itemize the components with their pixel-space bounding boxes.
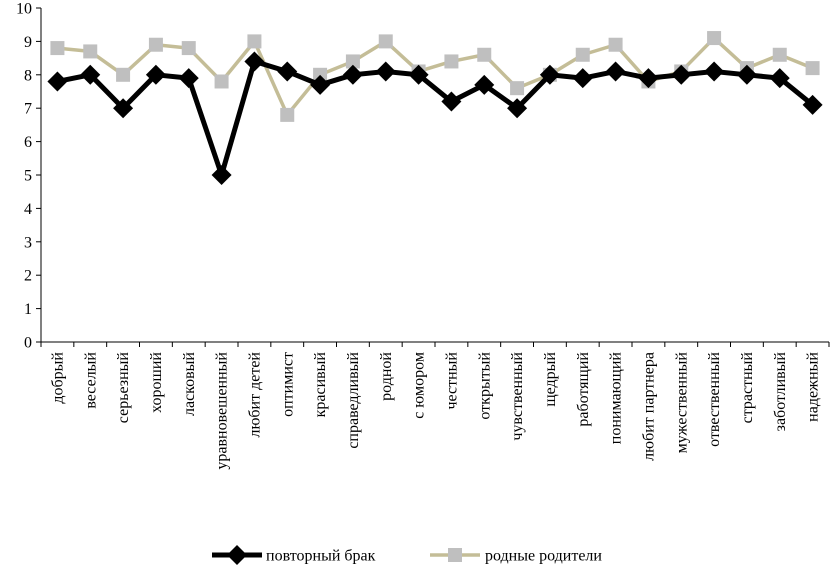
x-category-label: надежный: [805, 352, 822, 422]
data-point: [181, 41, 196, 56]
data-point: [244, 51, 265, 72]
y-tick-label: 10: [16, 1, 32, 18]
x-category-label: хороший: [148, 352, 165, 413]
data-point: [608, 37, 623, 52]
data-point: [277, 61, 298, 82]
x-category-label: серьезный: [115, 352, 132, 424]
data-point: [805, 61, 820, 76]
data-point: [280, 107, 295, 122]
x-category-label: родной: [378, 352, 395, 401]
legend-label: родные родители: [485, 548, 602, 565]
x-category-label: чувственный: [509, 352, 526, 441]
x-category-label: добрый: [49, 352, 66, 404]
x-category-label: с юмором: [411, 352, 428, 419]
data-point: [510, 81, 525, 96]
y-tick-label: 2: [24, 268, 32, 285]
x-category-label: заботливый: [772, 352, 789, 432]
x-category-label: справедливый: [345, 352, 362, 449]
data-point: [707, 31, 722, 46]
data-point: [345, 54, 360, 69]
y-tick-label: 5: [24, 168, 32, 185]
y-tick-label: 3: [24, 234, 32, 251]
y-tick-label: 4: [24, 201, 32, 218]
y-tick-label: 6: [24, 134, 32, 151]
x-category-label: веселый: [82, 352, 99, 409]
data-point: [178, 68, 199, 89]
x-category-label: ласковый: [181, 352, 198, 416]
legend-marker: [227, 545, 247, 565]
x-category-label: мужественный: [673, 352, 690, 454]
x-category-label: открытый: [476, 352, 493, 420]
data-point: [214, 74, 229, 89]
y-tick-label: 7: [24, 101, 32, 118]
x-category-label: отвественный: [706, 352, 723, 447]
data-point: [802, 94, 823, 115]
data-point: [211, 165, 232, 185]
data-point: [375, 61, 396, 82]
data-point: [477, 47, 492, 62]
x-category-label: любит партнера: [640, 352, 657, 461]
data-point: [145, 64, 166, 85]
x-category-label: страстный: [739, 352, 756, 424]
data-point: [441, 91, 462, 112]
y-tick-label: 8: [24, 67, 32, 84]
data-point: [113, 98, 134, 119]
x-category-label: работящий: [575, 352, 592, 427]
data-point: [247, 34, 262, 49]
data-point: [50, 41, 65, 56]
y-axis-ticks: 0 1 2 3 4 5 6 7 8 9 10: [16, 1, 41, 352]
data-point: [572, 68, 593, 89]
x-category-label: щедрый: [542, 352, 559, 407]
x-category-label: любит детей: [246, 352, 263, 438]
data-point: [605, 61, 626, 82]
data-point: [474, 74, 495, 95]
data-point: [444, 54, 459, 69]
data-point: [83, 44, 98, 59]
data-point: [116, 67, 131, 82]
data-point: [148, 37, 163, 52]
data-point: [310, 74, 331, 95]
legend-label: повторный брак: [266, 548, 376, 565]
data-point: [342, 64, 363, 85]
data-point: [313, 67, 328, 82]
data-point: [772, 47, 787, 62]
x-category-label: уравновешенный: [214, 352, 231, 470]
data-point: [736, 64, 757, 85]
x-category-label: оптимист: [279, 352, 296, 417]
data-point: [507, 98, 528, 119]
series-group: [47, 31, 823, 185]
series-1: [50, 31, 820, 122]
data-point: [539, 64, 560, 85]
data-point: [408, 64, 429, 85]
data-point: [575, 47, 590, 62]
x-axis-labels: добрый веселый серьезный хороший ласковый ура…: [40, 342, 830, 470]
series-0: [47, 51, 823, 185]
x-category-label: красивый: [312, 352, 329, 418]
y-tick-label: 9: [24, 34, 32, 51]
data-point: [704, 61, 725, 82]
x-category-label: честный: [443, 352, 460, 410]
data-point: [769, 68, 790, 89]
data-point: [638, 68, 659, 89]
legend-marker: [448, 548, 462, 562]
series-line: [56, 58, 815, 178]
y-tick-label: 1: [24, 301, 32, 318]
data-point: [80, 64, 101, 85]
y-tick-label: 0: [24, 335, 32, 352]
data-point: [378, 34, 393, 49]
x-category-label: понимающий: [608, 352, 625, 445]
data-point: [671, 64, 692, 85]
legend: повторный брак родные родители: [212, 545, 602, 565]
data-point: [47, 71, 68, 92]
axes: [40, 8, 829, 343]
